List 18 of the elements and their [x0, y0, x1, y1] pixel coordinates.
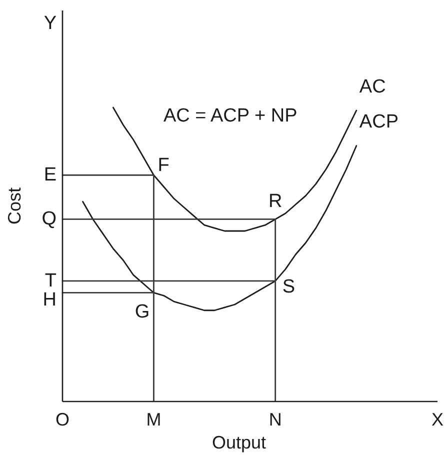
text: Y	[44, 13, 57, 34]
x-tick-label: M	[146, 410, 162, 430]
annotation: Q	[42, 208, 56, 230]
annotation: AC = ACP + NP	[163, 106, 298, 127]
annotation: R	[268, 191, 282, 212]
annotation: F	[158, 155, 170, 176]
x-tick-label: N	[268, 410, 282, 430]
annotation: T	[44, 270, 57, 292]
annotation: H	[42, 289, 57, 310]
series-label: AC	[359, 76, 386, 98]
x-tick-label: O	[56, 410, 70, 430]
series-label: ACP	[359, 112, 398, 133]
annotation: E	[44, 164, 57, 186]
annotation: G	[134, 302, 150, 323]
x-axis-title: Output	[212, 432, 266, 452]
y-axis-title: Cost	[4, 187, 24, 225]
annotation: S	[282, 276, 296, 298]
x-tick-label: X	[431, 410, 444, 430]
